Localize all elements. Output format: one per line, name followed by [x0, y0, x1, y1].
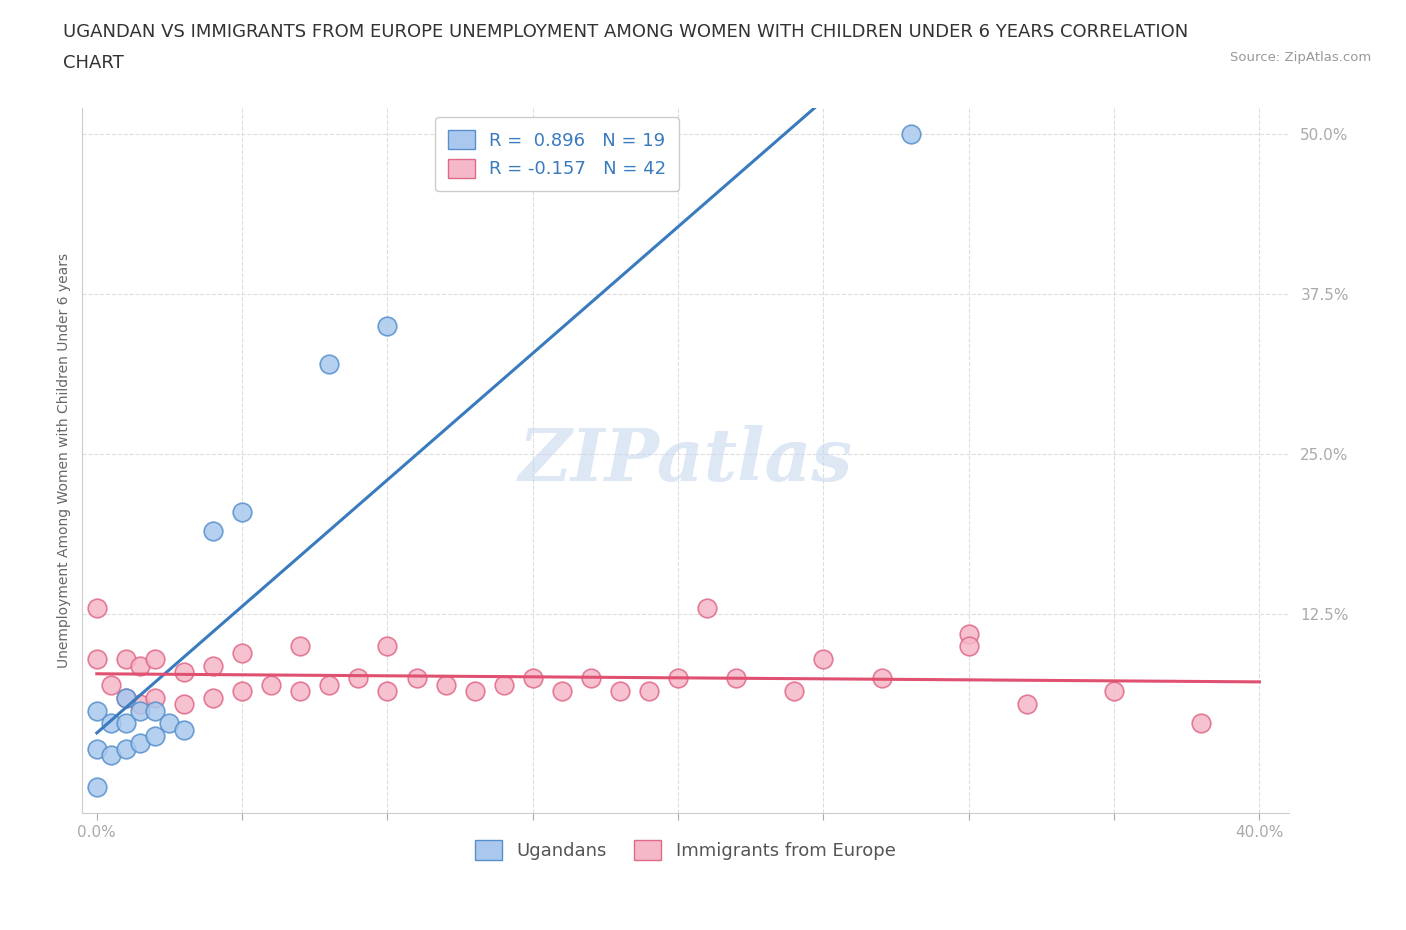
Point	[100, 677, 122, 692]
Point	[260, 677, 283, 692]
Point	[783, 684, 806, 698]
Point	[957, 626, 980, 641]
Y-axis label: Unemployment Among Women with Children Under 6 years: Unemployment Among Women with Children U…	[58, 253, 72, 668]
Point	[202, 658, 225, 673]
Point	[173, 723, 195, 737]
Point	[870, 671, 893, 686]
Point	[579, 671, 602, 686]
Point	[347, 671, 370, 686]
Point	[377, 684, 399, 698]
Point	[318, 677, 340, 692]
Text: Source: ZipAtlas.com: Source: ZipAtlas.com	[1230, 51, 1371, 64]
Point	[492, 677, 515, 692]
Point	[900, 126, 922, 141]
Point	[377, 639, 399, 654]
Point	[318, 357, 340, 372]
Point	[377, 318, 399, 333]
Point	[1015, 697, 1038, 711]
Point	[115, 741, 138, 756]
Point	[86, 741, 108, 756]
Point	[290, 684, 312, 698]
Point	[100, 748, 122, 763]
Point	[638, 684, 661, 698]
Point	[1189, 716, 1212, 731]
Point	[86, 703, 108, 718]
Point	[86, 652, 108, 667]
Point	[551, 684, 574, 698]
Point	[115, 652, 138, 667]
Point	[231, 645, 253, 660]
Point	[129, 697, 152, 711]
Point	[129, 735, 152, 750]
Point	[143, 729, 166, 744]
Point	[405, 671, 427, 686]
Point	[159, 716, 181, 731]
Point	[813, 652, 835, 667]
Point	[1102, 684, 1125, 698]
Point	[86, 601, 108, 616]
Point	[143, 703, 166, 718]
Text: CHART: CHART	[63, 54, 124, 72]
Point	[100, 716, 122, 731]
Point	[143, 690, 166, 705]
Point	[115, 690, 138, 705]
Point	[86, 780, 108, 795]
Point	[173, 665, 195, 680]
Legend: Ugandans, Immigrants from Europe: Ugandans, Immigrants from Europe	[468, 833, 903, 868]
Point	[129, 658, 152, 673]
Point	[231, 504, 253, 519]
Point	[173, 697, 195, 711]
Point	[231, 684, 253, 698]
Point	[115, 716, 138, 731]
Point	[725, 671, 748, 686]
Point	[115, 690, 138, 705]
Point	[129, 703, 152, 718]
Point	[957, 639, 980, 654]
Point	[464, 684, 486, 698]
Point	[434, 677, 457, 692]
Point	[290, 639, 312, 654]
Point	[202, 690, 225, 705]
Text: ZIPatlas: ZIPatlas	[519, 425, 852, 496]
Point	[666, 671, 689, 686]
Point	[202, 524, 225, 538]
Point	[522, 671, 544, 686]
Point	[696, 601, 718, 616]
Text: UGANDAN VS IMMIGRANTS FROM EUROPE UNEMPLOYMENT AMONG WOMEN WITH CHILDREN UNDER 6: UGANDAN VS IMMIGRANTS FROM EUROPE UNEMPL…	[63, 23, 1188, 41]
Point	[609, 684, 631, 698]
Point	[143, 652, 166, 667]
